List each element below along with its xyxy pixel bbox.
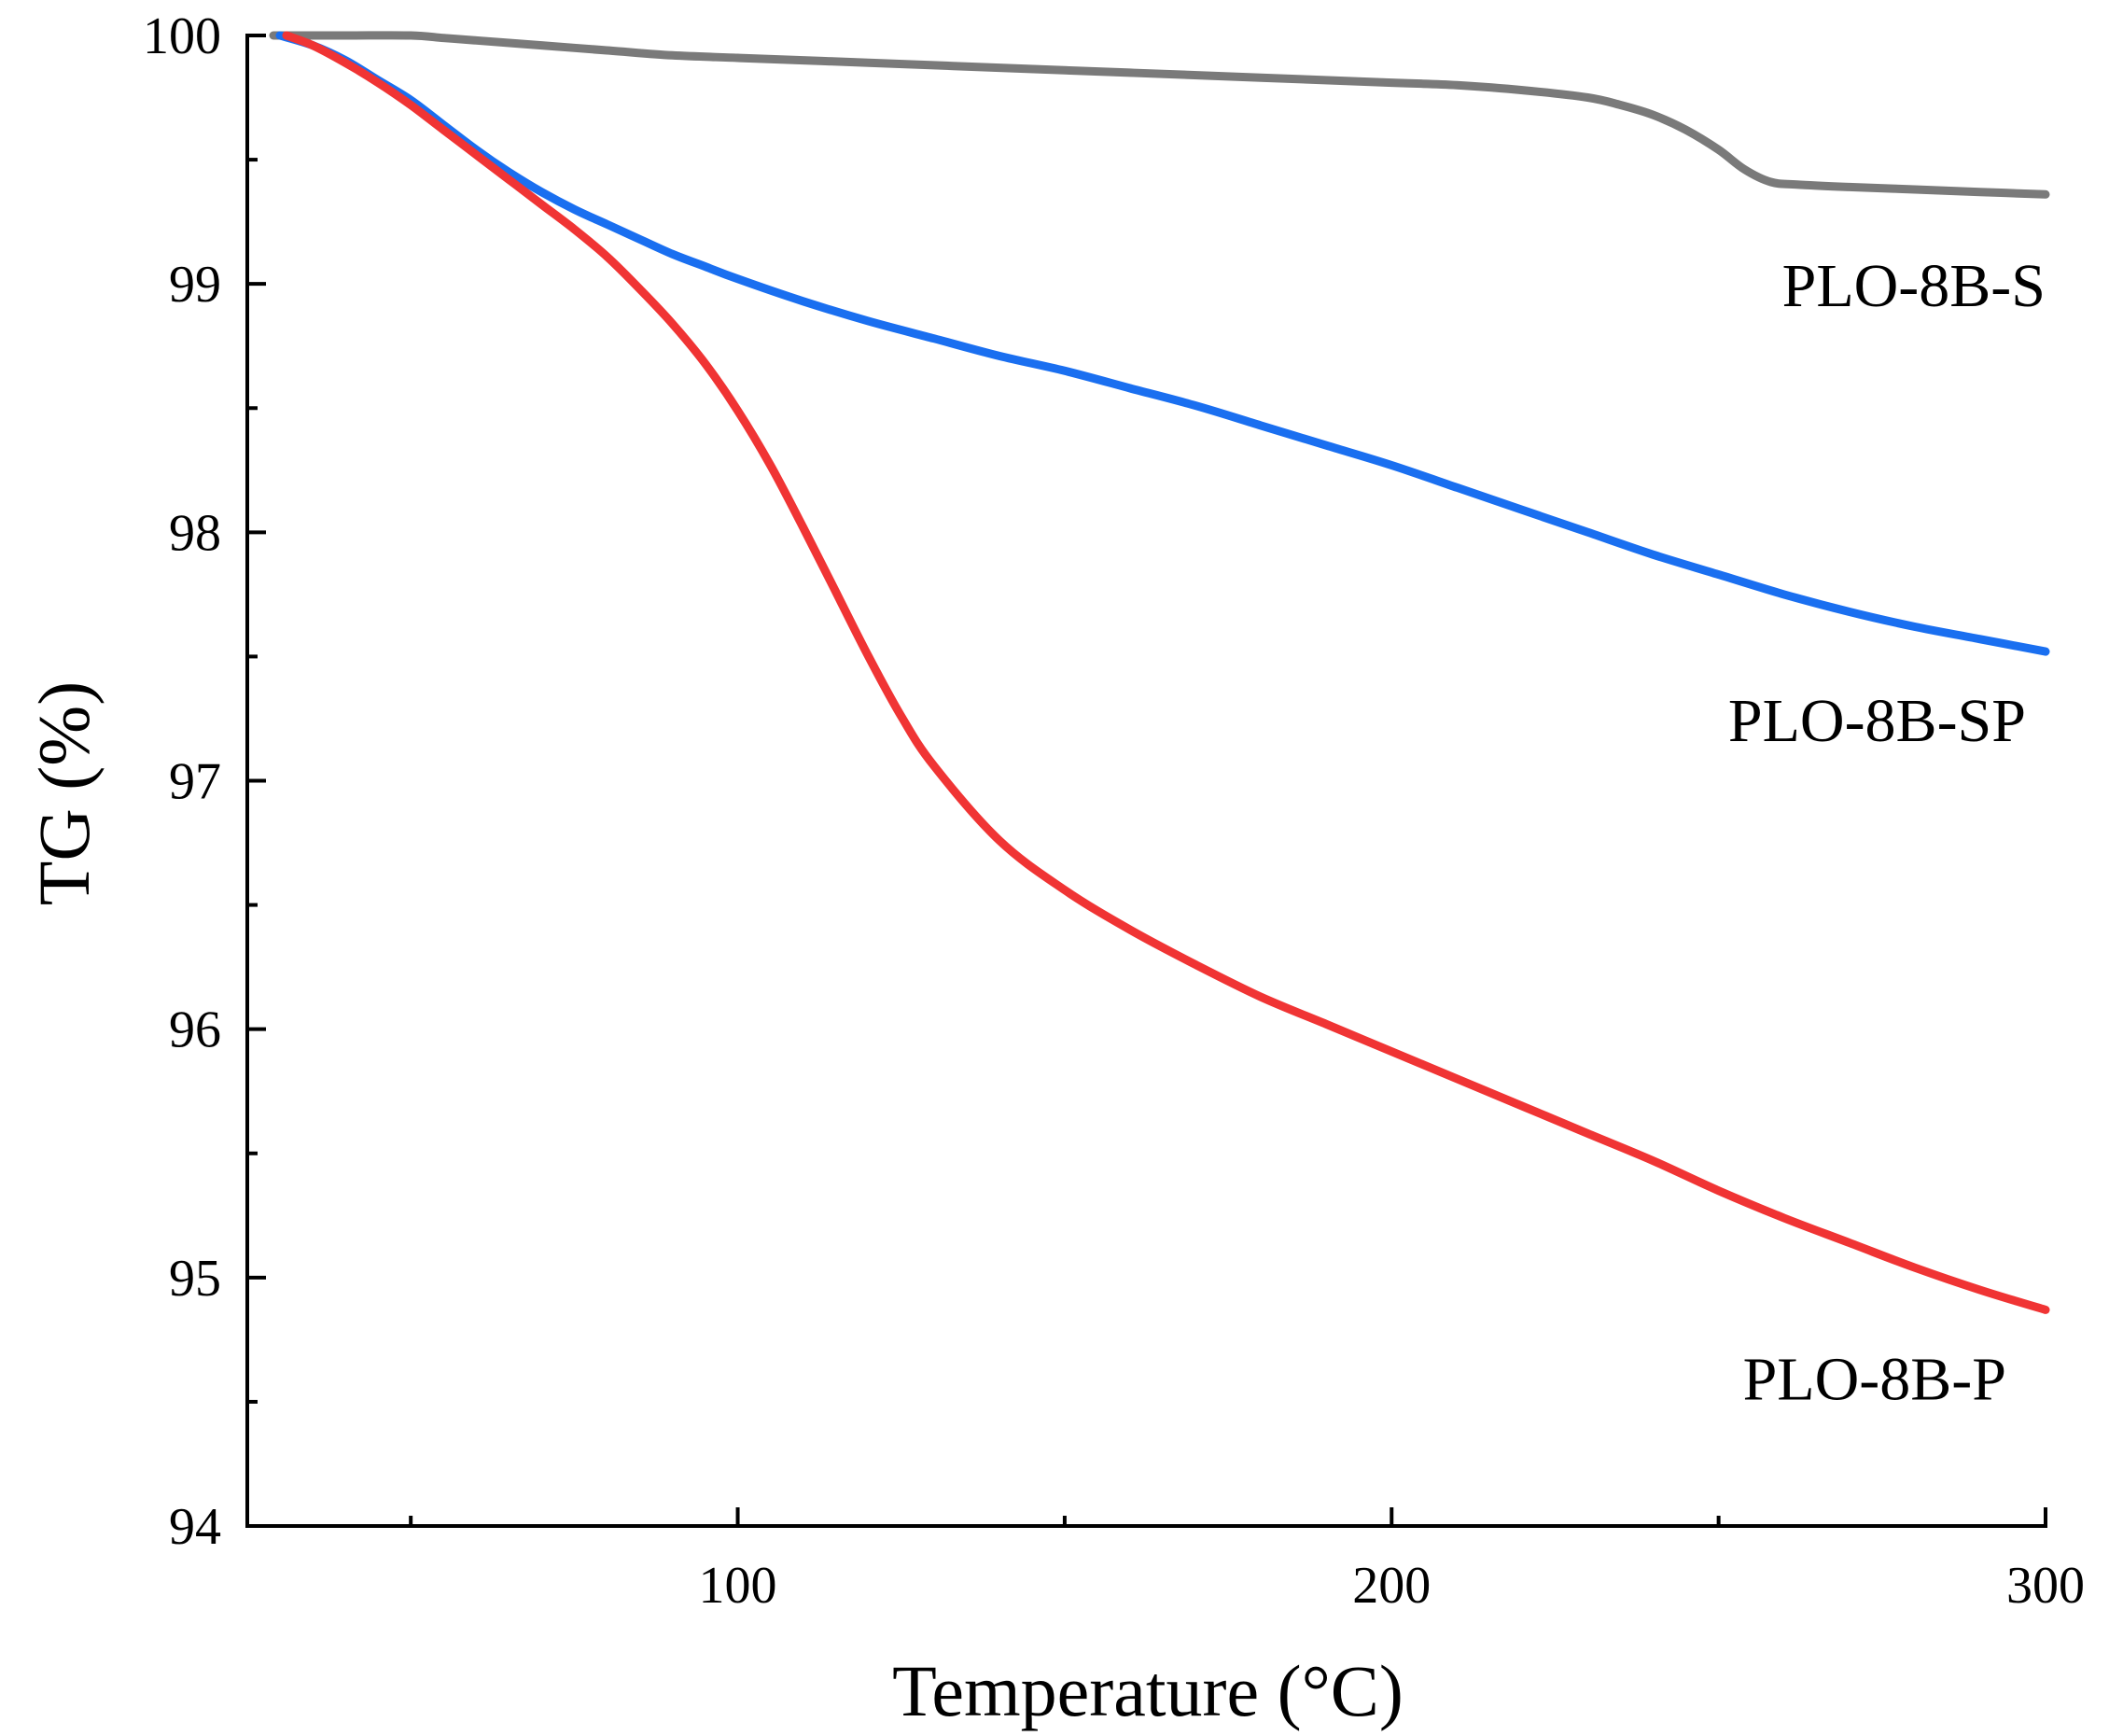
series-line-plo-8b-p [282, 31, 2050, 1314]
y-tick-label-95: 95 [169, 1250, 221, 1308]
y-tick-label-94: 94 [169, 1498, 221, 1556]
y-tick-label-100: 100 [143, 7, 221, 65]
series-labels: PLO-8B-S PLO-8B-SP PLO-8B-P [1728, 252, 2046, 1413]
x-tick-label-100: 100 [699, 1557, 777, 1615]
y-tick-label-98: 98 [169, 504, 221, 562]
y-axis-title: TG (%) [23, 681, 105, 905]
x-tick-label-300: 300 [2006, 1557, 2085, 1615]
series-lines [269, 31, 2050, 1314]
series-line-plo-8b-sp [275, 31, 2050, 656]
x-tick-label-200: 200 [1352, 1557, 1431, 1615]
axes: 94 95 96 97 98 99 100 100 200 300 [143, 7, 2085, 1615]
series-label-plo-8b-sp: PLO-8B-SP [1728, 687, 2026, 755]
y-tick-label-99: 99 [169, 256, 221, 314]
x-axis-title: Temperature (°C) [892, 1650, 1404, 1731]
series-line-plo-8b-s [269, 31, 2050, 199]
y-tick-label-96: 96 [169, 1001, 221, 1059]
y-tick-label-97: 97 [169, 753, 221, 811]
series-label-plo-8b-s: PLO-8B-S [1782, 252, 2046, 320]
series-label-plo-8b-p: PLO-8B-P [1743, 1345, 2006, 1413]
